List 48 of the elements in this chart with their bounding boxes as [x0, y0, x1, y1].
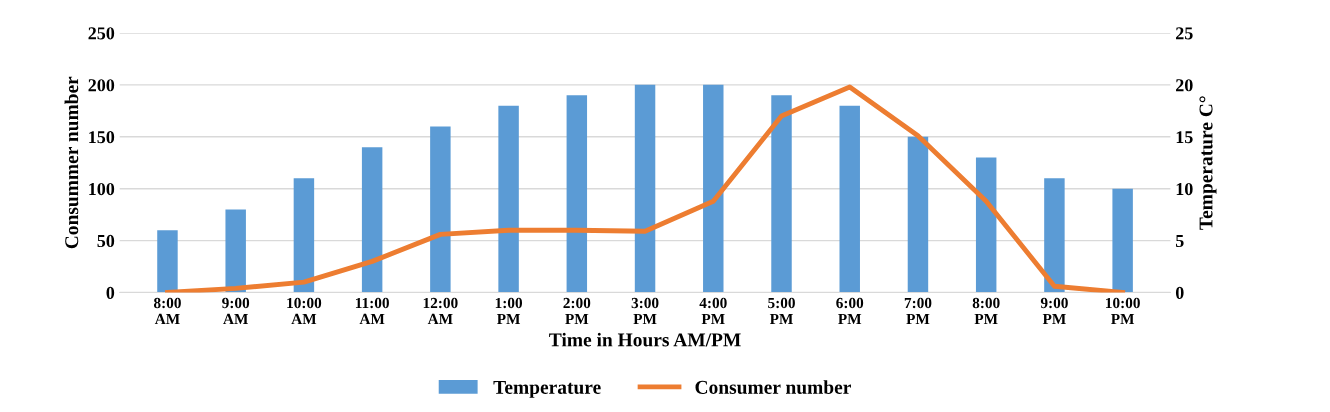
x-tick-label: 7:00 PM: [904, 297, 932, 324]
x-axis-title: Time in Hours AM/PM: [549, 332, 741, 347]
bar: [975, 157, 997, 293]
y-tick-label: 50: [97, 234, 115, 248]
y2-axis-title: Temperature C°: [1199, 96, 1217, 230]
y-axis-title: Consummer number: [64, 76, 79, 249]
bar: [634, 84, 656, 293]
y2-tick-label: 10: [1176, 182, 1193, 196]
y-tick-label: 0: [106, 286, 115, 299]
x-tick-label: 8:00 PM: [972, 297, 1000, 324]
y2-tick-label: 15: [1176, 131, 1193, 144]
x-tick-label: 6:00 PM: [836, 297, 864, 324]
x-tick-label: 8:00 AM: [153, 297, 181, 324]
x-tick-label: 5:00 PM: [768, 297, 795, 324]
x-tick-label: 2:00 PM: [563, 297, 591, 324]
bar: [1044, 178, 1065, 293]
y-tick-label: 150: [89, 131, 115, 144]
x-tick-label: 9:00 PM: [1040, 297, 1068, 324]
bar: [839, 105, 860, 293]
bar: [1112, 188, 1133, 293]
x-tick-label: 3:00 PM: [631, 297, 659, 324]
bar: [157, 230, 178, 293]
y-tick-label: 200: [88, 79, 115, 92]
bar: [907, 136, 929, 293]
x-tick-label: 4:00 PM: [699, 297, 727, 324]
line-series: [165, 84, 1126, 293]
bar: [225, 209, 246, 293]
y2-tick-label: 5: [1175, 235, 1184, 248]
x-tick-label: 1:00 PM: [495, 297, 523, 324]
bar: [361, 147, 383, 293]
y2-tick-label: 20: [1176, 79, 1193, 92]
legend-label: Consumer number: [695, 380, 851, 394]
x-tick-label: 10:00 AM: [287, 297, 322, 324]
x-tick-label: 10:00 PM: [1106, 297, 1140, 324]
y2-tick-label: 0: [1175, 286, 1184, 299]
y2-tick-label: 25: [1176, 27, 1193, 40]
x-tick-label: 9:00 AM: [222, 297, 250, 324]
bar: [566, 95, 588, 293]
bar: [430, 126, 451, 293]
x-tick-label: 11:00 AM: [355, 297, 389, 324]
y-tick-label: 100: [89, 182, 115, 196]
bar: [703, 84, 724, 293]
bar: [771, 95, 792, 293]
legend-label: Temperature: [493, 380, 601, 398]
bar: [293, 178, 315, 293]
bar: [498, 105, 519, 293]
y-tick-label: 250: [88, 27, 115, 40]
x-tick-label: 12:00 AM: [423, 297, 458, 324]
